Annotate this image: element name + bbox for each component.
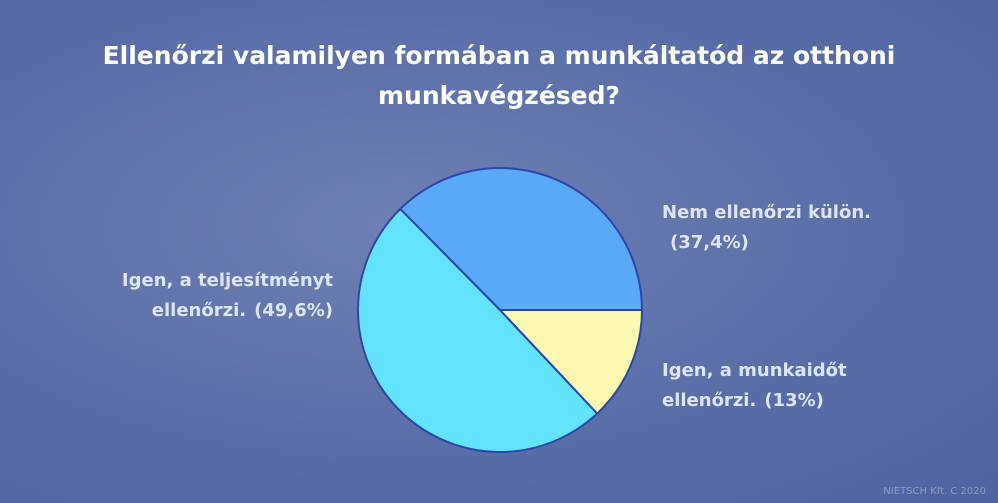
pie-slice [497, 309, 644, 415]
slice-label: Igen, a teljesítményt ellenőrzi. (49,6%) [98, 266, 333, 326]
category-label: Igen, a teljesítményt ellenőrzi. [121, 270, 333, 321]
pie-slice [398, 167, 644, 311]
source-note: NIETSCH Kft. C 2020 [883, 486, 986, 497]
value-label: (13%) [764, 390, 824, 411]
slice-label: Igen, a munkaidőt ellenőrzi. (13%) [662, 356, 862, 416]
value-label: (37,4%) [670, 232, 749, 253]
slice-label: Nem ellenőrzi külön. (37,4%) [662, 198, 922, 258]
value-label: (49,6%) [254, 300, 333, 321]
pie-slice [357, 207, 599, 454]
chart-title: Ellenőrzi valamilyen formában a munkálta… [102, 41, 896, 110]
category-label: Nem ellenőrzi külön. [662, 202, 871, 223]
category-label: Igen, a munkaidőt ellenőrzi. [662, 360, 847, 411]
